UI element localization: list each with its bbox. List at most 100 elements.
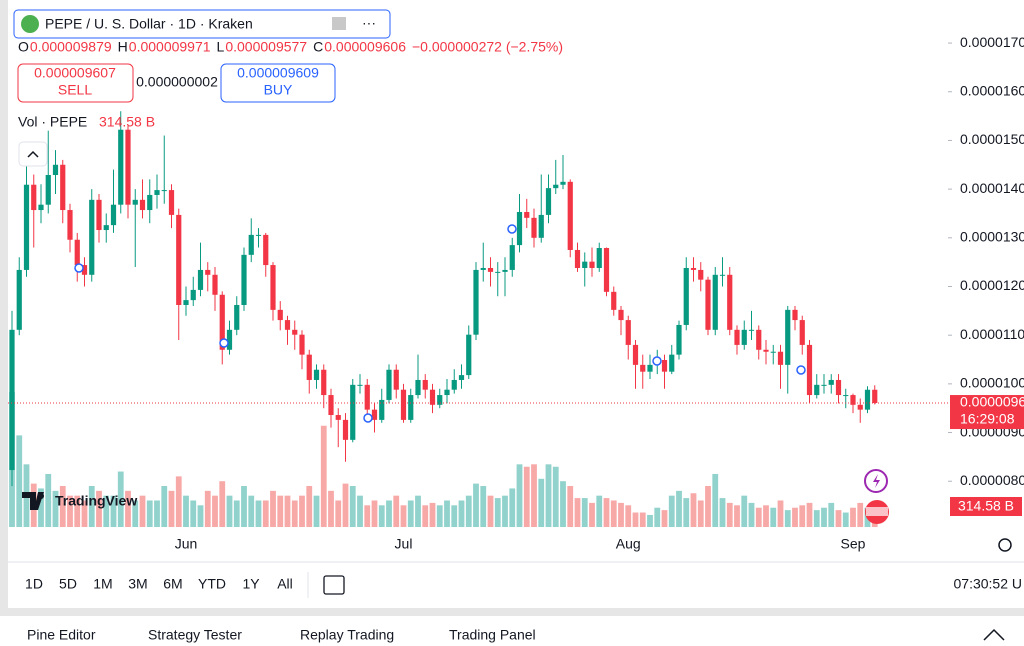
candle-body xyxy=(350,384,356,440)
collapse-button[interactable] xyxy=(18,141,48,167)
y-tick-label: 0.0000100 xyxy=(960,375,1024,391)
ohlc-key: O xyxy=(18,39,29,55)
volume-bar xyxy=(88,486,95,527)
candle-body xyxy=(342,419,349,440)
symbol-box[interactable] xyxy=(13,9,391,39)
sell-button[interactable] xyxy=(17,63,134,103)
expand-icon[interactable] xyxy=(983,628,1005,641)
range-button[interactable]: YTD xyxy=(198,576,226,592)
volume-bar xyxy=(734,505,740,527)
volume-bar xyxy=(596,495,603,527)
tab[interactable]: Strategy Tester xyxy=(148,627,242,643)
candle-body xyxy=(45,174,51,205)
y-tick-label: 0.0000120 xyxy=(960,277,1024,293)
flag-icon[interactable] xyxy=(332,17,346,30)
x-tick-label: Jun xyxy=(175,536,198,552)
volume-bar xyxy=(494,498,501,527)
candle-body xyxy=(799,320,805,345)
volume-bar xyxy=(552,466,559,527)
event-marker[interactable] xyxy=(74,263,84,273)
candle-body xyxy=(161,190,167,192)
range-button[interactable]: 1M xyxy=(93,576,112,592)
candle-body xyxy=(806,344,813,396)
candle-body xyxy=(676,324,682,355)
event-marker[interactable] xyxy=(219,338,229,348)
candle-body xyxy=(683,267,689,325)
volume-bar xyxy=(799,505,806,527)
range-button[interactable]: All xyxy=(277,576,293,592)
volume-bar xyxy=(502,495,508,527)
volume-bar xyxy=(821,507,827,527)
event-marker[interactable] xyxy=(796,365,806,375)
event-icon-bolt xyxy=(873,474,880,488)
candle-body xyxy=(748,329,755,331)
candle-body xyxy=(850,395,856,405)
candle-body xyxy=(212,274,218,295)
candle-body xyxy=(719,274,726,276)
range-button[interactable]: 1D xyxy=(25,576,43,592)
symbol-title[interactable]: PEPE / U. S. Dollar · 1D · Kraken xyxy=(45,16,253,32)
candle-body xyxy=(357,384,363,386)
range-button[interactable]: 5D xyxy=(59,576,77,592)
volume-bar xyxy=(132,500,139,527)
candle-body xyxy=(335,415,341,420)
ohlc-key: H xyxy=(118,39,128,55)
tab[interactable]: Replay Trading xyxy=(300,627,394,643)
volume-bar xyxy=(690,493,697,527)
candle-body xyxy=(843,395,849,397)
event-marker[interactable] xyxy=(652,356,662,366)
volume-bar xyxy=(436,505,443,527)
volume-bar xyxy=(523,466,530,527)
candle-body xyxy=(16,269,22,330)
candle-body xyxy=(872,389,878,404)
goto-date-icon[interactable] xyxy=(323,575,345,595)
ohlc-change: −0.000000272 (−2.75%) xyxy=(412,39,563,55)
tab[interactable]: Trading Panel xyxy=(449,627,536,643)
candle-body xyxy=(553,184,559,189)
volume-bar xyxy=(741,495,748,527)
candle-body xyxy=(466,334,472,376)
clock[interactable]: 07:30:52 U xyxy=(954,576,1023,592)
candle-body xyxy=(451,379,457,390)
candle-body xyxy=(792,309,798,321)
volume-bar xyxy=(52,490,59,527)
volume-bar xyxy=(226,495,233,527)
candle-body xyxy=(785,309,791,365)
candle-body xyxy=(422,379,428,390)
candle-body xyxy=(574,249,581,268)
range-button[interactable]: 6M xyxy=(163,576,182,592)
y-tick-label: 0.0000170 xyxy=(960,34,1024,50)
settings-icon[interactable] xyxy=(998,538,1012,552)
volume-bar xyxy=(45,473,52,527)
buy-label[interactable]: BUY xyxy=(264,82,293,98)
volume-legend-name: Vol · PEPE xyxy=(18,114,87,130)
more-icon[interactable]: ··· xyxy=(362,15,376,31)
event-marker[interactable] xyxy=(363,413,373,423)
event-marker[interactable] xyxy=(507,224,517,234)
volume-bar xyxy=(241,486,247,527)
buy-button[interactable] xyxy=(220,63,336,103)
sell-label[interactable]: SELL xyxy=(58,82,92,98)
volume-bar xyxy=(538,478,545,527)
range-button[interactable]: 3M xyxy=(128,576,147,592)
range-button[interactable]: 1Y xyxy=(242,576,260,592)
volume-bar xyxy=(393,495,400,527)
volume-bar xyxy=(270,490,276,527)
volume-bar xyxy=(154,500,160,527)
volume-bar xyxy=(618,502,624,527)
volume-bar xyxy=(168,490,175,527)
candle-body xyxy=(625,320,631,345)
candle-body xyxy=(538,214,544,238)
buy-price[interactable]: 0.000009609 xyxy=(237,65,319,81)
tab[interactable]: Pine Editor xyxy=(27,627,96,643)
volume-bar xyxy=(386,500,392,527)
volume-bar xyxy=(509,488,516,527)
candle-body xyxy=(234,304,240,330)
bottom-panel xyxy=(8,616,1024,646)
volume-bar xyxy=(407,500,414,527)
volume-bar xyxy=(299,495,305,527)
candle-body xyxy=(741,329,747,345)
sell-price[interactable]: 0.000009607 xyxy=(34,65,116,81)
candle-body xyxy=(444,389,450,396)
